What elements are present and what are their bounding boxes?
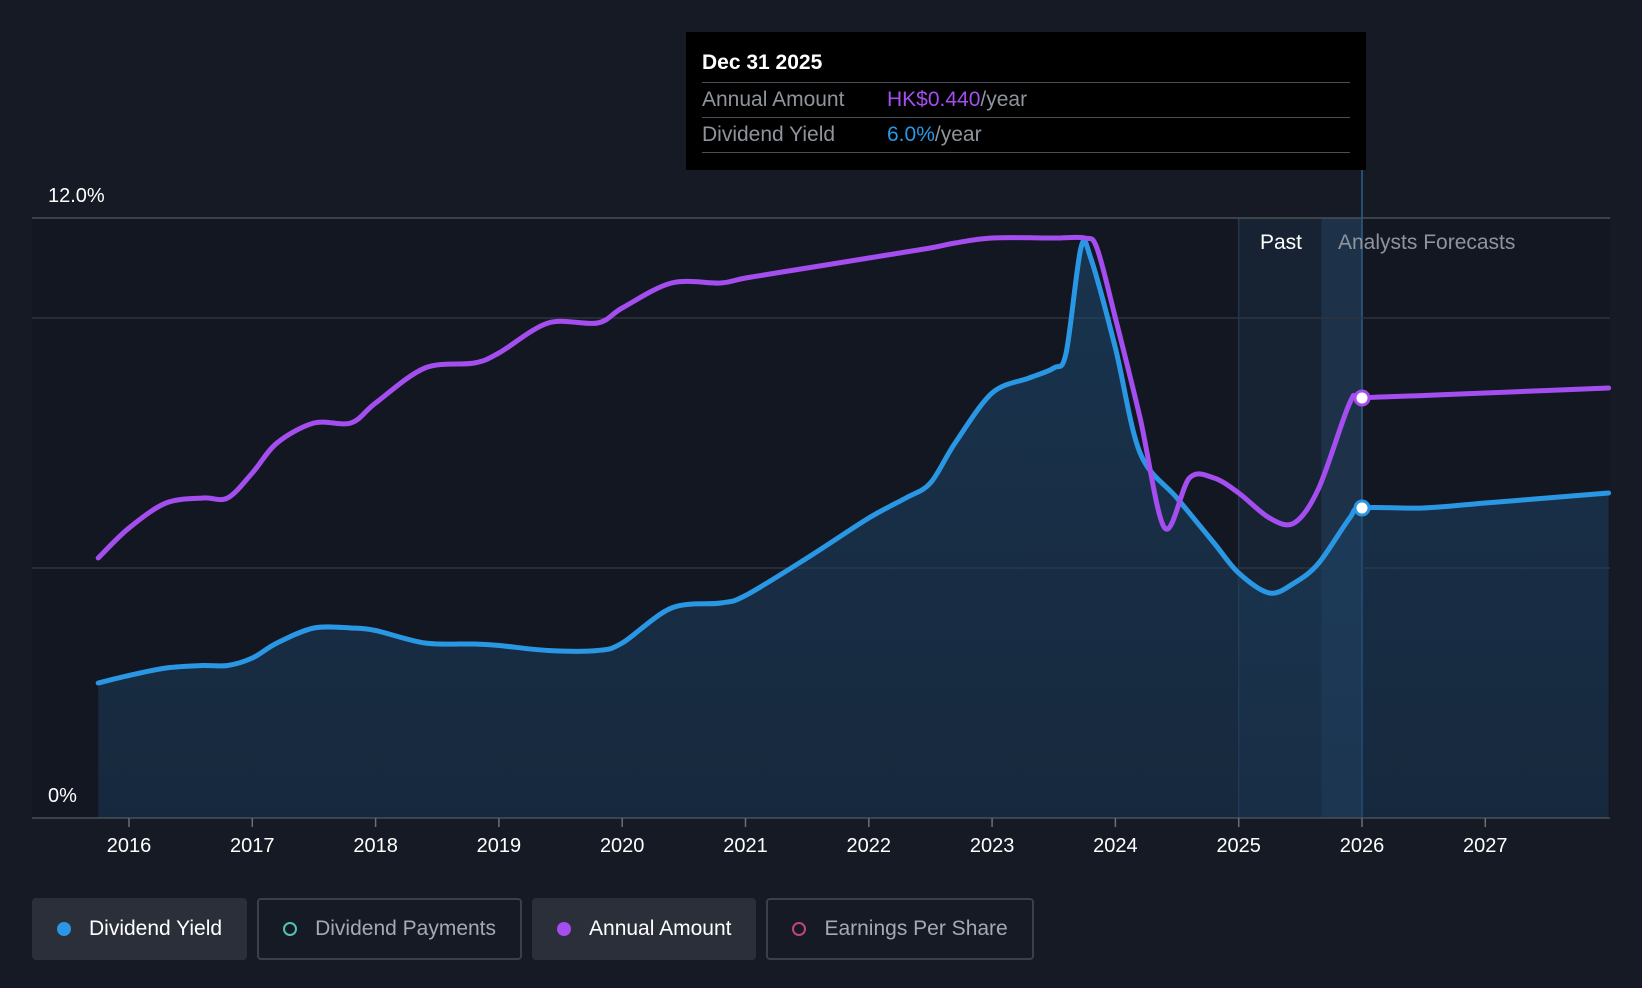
- chart-tooltip: Dec 31 2025 Annual Amount HK$0.440 /year…: [686, 32, 1366, 170]
- x-tick-label: 2024: [1093, 835, 1138, 857]
- tooltip-row-dividend-yield: Dividend Yield 6.0% /year: [702, 118, 1350, 153]
- y-axis-top-label: 12.0%: [48, 185, 105, 207]
- tooltip-annual-amount-label: Annual Amount: [702, 88, 845, 111]
- tooltip-row-annual-amount: Annual Amount HK$0.440 /year: [702, 83, 1350, 118]
- dividend-payments-ring-icon: [283, 922, 298, 936]
- annual-amount-dot-icon: [557, 922, 572, 936]
- legend-dividend-yield-label: Dividend Yield: [89, 917, 223, 940]
- legend-annual-amount-button[interactable]: Annual Amount: [532, 898, 757, 960]
- legend-dividend-yield-button[interactable]: Dividend Yield: [32, 898, 248, 960]
- x-tick-label: 2025: [1216, 835, 1261, 857]
- forecast-region-label: Analysts Forecasts: [1338, 231, 1515, 254]
- tooltip-dividend-yield-label: Dividend Yield: [702, 123, 836, 146]
- x-tick-label: 2027: [1463, 835, 1508, 857]
- x-tick-label: 2026: [1340, 835, 1385, 857]
- tooltip-dividend-yield-value: 6.0%: [887, 123, 935, 146]
- legend-earnings-per-share-label: Earnings Per Share: [824, 917, 1008, 940]
- chart-legend: Dividend Yield Dividend Payments Annual …: [32, 898, 1034, 960]
- dividend-yield-line: [95, 237, 1612, 686]
- dividend-yield-dot-icon: [57, 922, 71, 936]
- legend-earnings-per-share-button[interactable]: Earnings Per Share: [766, 898, 1034, 960]
- tooltip-annual-amount-unit: /year: [980, 88, 1028, 111]
- earnings-per-share-ring-icon: [792, 922, 807, 936]
- x-tick-label: 2019: [477, 835, 522, 857]
- past-region-label: Past: [1260, 231, 1302, 254]
- annual-amount-highlight-point[interactable]: [1353, 389, 1371, 407]
- x-tick-label: 2020: [600, 835, 645, 857]
- x-tick-label: 2021: [723, 835, 768, 857]
- x-tick-label: 2023: [970, 835, 1015, 857]
- y-axis-bottom-label: 0%: [48, 785, 77, 807]
- tooltip-annual-amount-value: HK$0.440: [887, 88, 981, 111]
- legend-dividend-payments-button[interactable]: Dividend Payments: [257, 898, 523, 960]
- dividend-yield-highlight-point[interactable]: [1353, 499, 1371, 517]
- annual-amount-line: [95, 234, 1612, 561]
- x-tick-label: 2017: [230, 835, 275, 857]
- legend-annual-amount-label: Annual Amount: [589, 917, 732, 940]
- tooltip-date: Dec 31 2025: [702, 48, 1350, 83]
- x-tick-label: 2022: [847, 835, 892, 857]
- legend-dividend-payments-label: Dividend Payments: [315, 917, 497, 940]
- x-tick-label: 2018: [353, 835, 398, 857]
- x-tick-label: 2016: [107, 835, 152, 857]
- tooltip-dividend-yield-unit: /year: [934, 123, 982, 146]
